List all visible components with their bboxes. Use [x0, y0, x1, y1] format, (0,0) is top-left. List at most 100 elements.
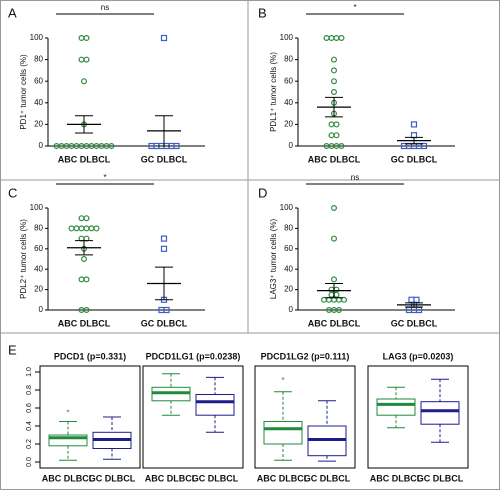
data-point	[341, 296, 348, 303]
box	[376, 398, 416, 416]
data-point	[163, 306, 170, 314]
y-tick-label: 0.2	[26, 439, 33, 449]
y-tick-label: 0.6	[26, 403, 33, 413]
y-tick-label: 0.4	[26, 421, 33, 431]
data-point	[328, 132, 335, 139]
y-axis-label: PD1⁺ tumor cells (%)	[19, 54, 28, 130]
category-label: GC DLBCL	[391, 154, 438, 164]
y-tick-label: 100	[280, 33, 294, 42]
data-point	[78, 215, 85, 222]
plot-title: PDCD1 (p=0.331)	[54, 351, 126, 361]
data-point	[73, 225, 80, 232]
data-point	[80, 78, 87, 85]
y-axis-label: LAG3⁺ tumor cells (%)	[269, 219, 278, 300]
y-tick-label: 0	[289, 141, 294, 150]
data-point	[338, 143, 345, 150]
panel-letter: E	[8, 342, 17, 357]
data-point	[408, 296, 415, 303]
y-tick-label: 0	[289, 305, 294, 314]
y-tick-label: 20	[284, 120, 293, 129]
significance-label: ns	[351, 173, 359, 182]
category-label: ABC DLBCL	[58, 318, 111, 328]
data-point	[83, 307, 90, 314]
data-point	[410, 121, 418, 128]
plot-title: PDCD1LG2 (p=0.111)	[261, 351, 350, 361]
plot-frame	[254, 365, 356, 469]
panel-letter: A	[8, 5, 17, 20]
data-point	[331, 205, 338, 212]
data-point	[331, 88, 338, 95]
plot-title: LAG3 (p=0.0203)	[383, 351, 454, 361]
category-label: ABC DLBCL	[308, 154, 361, 164]
panel-letter: C	[8, 185, 17, 200]
plot-frame	[367, 365, 469, 469]
data-point	[78, 56, 85, 63]
data-point	[333, 34, 340, 41]
y-tick-label: 1.0	[26, 367, 33, 377]
outlier: *	[66, 409, 69, 418]
category-label: GC DLBCL	[417, 473, 464, 483]
category-label: ABC DLBCL	[370, 473, 423, 483]
data-point	[83, 56, 90, 63]
panel-letter: B	[258, 5, 267, 20]
plot-frame	[142, 365, 244, 469]
data-point	[68, 225, 75, 232]
y-tick-label: 0.0	[26, 457, 33, 467]
y-tick-label: 0	[39, 305, 44, 314]
category-label: GC DLBCL	[89, 473, 136, 483]
y-tick-label: 60	[34, 76, 43, 85]
data-point	[331, 56, 338, 63]
box	[420, 401, 460, 425]
data-point	[108, 143, 115, 150]
y-tick-label: 20	[284, 285, 293, 294]
category-label: ABC DLBCL	[257, 473, 310, 483]
y-tick-label: 100	[280, 203, 294, 212]
data-point	[78, 276, 85, 283]
y-axis-label: PDL2⁺ tumor cells (%)	[19, 219, 28, 299]
category-label: GC DLBCL	[141, 318, 188, 328]
significance-label: *	[353, 3, 356, 12]
category-label: GC DLBCL	[141, 154, 188, 164]
data-point	[160, 34, 168, 42]
data-point	[420, 142, 428, 150]
data-point	[413, 296, 420, 303]
y-tick-label: 0	[39, 141, 44, 150]
data-point	[328, 121, 335, 128]
y-tick-label: 80	[34, 55, 43, 64]
y-tick-label: 80	[284, 55, 293, 64]
category-label: GC DLBCL	[391, 318, 438, 328]
data-point	[83, 225, 90, 232]
data-point	[336, 307, 343, 314]
y-tick-label: 40	[284, 264, 293, 273]
box	[263, 421, 303, 445]
data-point	[173, 142, 180, 150]
data-point	[323, 34, 330, 41]
y-tick-label: 40	[34, 264, 43, 273]
y-tick-label: 60	[284, 76, 293, 85]
data-point	[160, 235, 168, 242]
y-tick-label: 0.8	[26, 385, 33, 395]
data-point	[331, 67, 338, 74]
data-point	[328, 286, 335, 293]
outlier: *	[281, 376, 284, 385]
data-point	[333, 291, 340, 298]
data-point	[338, 34, 345, 41]
y-axis-label: PDL1⁺ tumor cells (%)	[269, 52, 278, 132]
data-point	[328, 34, 335, 41]
category-label: ABC DLBCL	[308, 318, 361, 328]
box	[195, 394, 235, 416]
data-point	[160, 245, 168, 252]
data-point	[331, 276, 338, 283]
y-tick-label: 20	[34, 120, 43, 129]
y-tick-label: 40	[284, 98, 293, 107]
y-tick-label: 80	[284, 224, 293, 233]
data-point	[331, 78, 338, 85]
data-point	[80, 256, 87, 263]
data-point	[328, 291, 335, 298]
y-tick-label: 20	[34, 285, 43, 294]
data-point	[331, 235, 338, 242]
data-point	[415, 306, 423, 314]
y-tick-label: 60	[34, 244, 43, 253]
